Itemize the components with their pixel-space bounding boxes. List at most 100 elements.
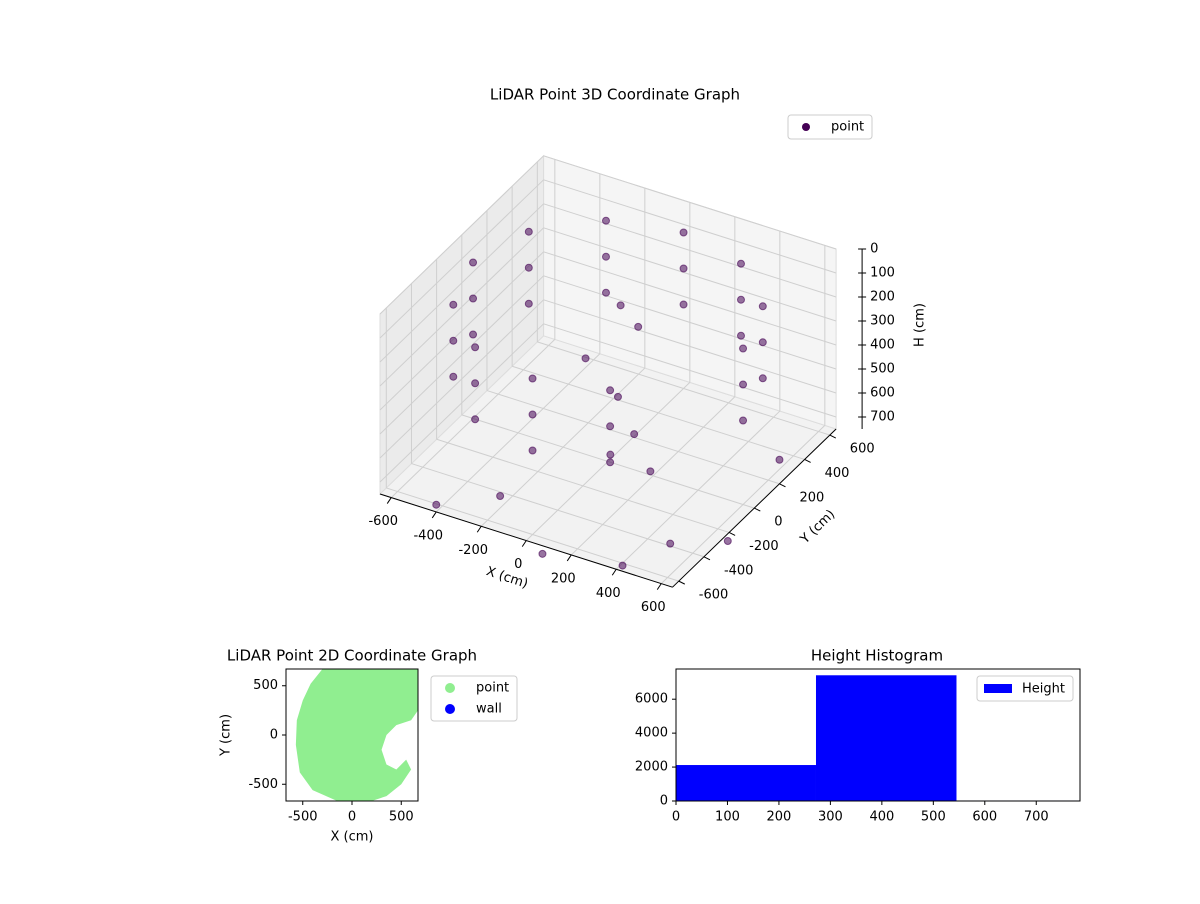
y-tick [779,483,786,488]
grid-line [543,299,837,394]
point [758,302,767,311]
point [758,374,767,383]
y-tick [829,434,837,439]
y-tick-label: 0 [660,794,668,809]
x-tick [656,583,662,590]
z-tick-label: 400 [870,338,895,353]
x-tick-label: -200 [458,543,488,558]
plot-area [295,669,418,801]
point [613,392,622,401]
grid-line [543,251,837,346]
point [471,415,480,424]
legend-label: point [476,681,509,696]
legend-label: Height [1022,682,1065,697]
x-tick-label: -500 [288,810,318,825]
point [471,343,480,352]
point [496,492,505,501]
grid-line [543,179,837,274]
y-tick [703,556,711,561]
point [679,264,688,273]
point [449,372,458,381]
legend-label: wall [476,702,502,717]
point [601,216,610,225]
grid-line [411,463,705,558]
point [606,458,615,467]
chart-title: Height Histogram [811,647,943,665]
chart-title: LiDAR Point 3D Coordinate Graph [490,86,740,104]
y-tick [678,580,686,585]
point [739,344,748,353]
z-tick-label: 500 [870,362,895,377]
z-tick-label: 0 [870,242,878,257]
axes-frame [675,668,1081,802]
x-tick-label: 200 [767,810,792,825]
x-tick [611,568,617,576]
point [736,331,745,340]
x-tick-label: 0 [672,810,680,825]
point [471,379,480,388]
chart-title: LiDAR Point 2D Coordinate Graph [227,647,477,665]
y-axis-label: Y (cm) [797,507,838,548]
grid-line [379,227,544,387]
x-tick-label: 400 [869,810,894,825]
point [634,322,643,331]
grid-line [379,251,544,411]
x-axis-line [379,493,673,588]
y-tick-label: 6000 [635,692,668,707]
point [606,422,615,431]
bar [676,765,816,801]
grid-line [379,299,544,459]
point [758,338,767,347]
x-tick [566,554,572,562]
point [469,294,478,303]
point [538,549,547,558]
grid-line [436,438,730,533]
grid-line [543,203,837,298]
point [606,386,615,395]
x-tick-label: 100 [715,810,740,825]
x-tick [521,540,527,547]
point [616,301,625,310]
legend-swatch [984,684,1012,693]
point [581,354,590,363]
x-tick-label: 0 [348,810,356,825]
point [666,539,675,548]
y-tick-label: -200 [749,539,779,554]
x-axis-label: X (cm) [484,564,530,592]
x-tick-label: 600 [972,810,997,825]
point [606,450,615,459]
point [601,288,610,297]
grid-line [379,323,544,483]
point [528,410,537,419]
z-tick-label: 300 [870,314,895,329]
plot-area [676,675,1080,801]
legend-box [787,114,873,140]
y-tick-label: 200 [799,490,824,505]
x-tick-label: -400 [413,528,443,543]
x-tick-label: 700 [1024,810,1049,825]
z-tick-label: 100 [870,266,895,281]
x-tick-label: 500 [921,810,946,825]
z-axis-label: H (cm) [913,303,928,347]
point [524,227,533,236]
point [775,455,784,464]
x-tick [431,511,437,519]
point [449,336,458,345]
y-tick-label: -600 [699,588,729,603]
point-region [295,669,418,801]
x-tick-label: 200 [551,571,576,586]
y-tick-label: 600 [850,442,875,457]
z-tick-label: 200 [870,290,895,305]
point [469,258,478,267]
x-tick [386,497,392,504]
point [601,252,610,261]
point [630,430,639,439]
point [646,467,655,476]
y-tick-label: 2000 [635,760,668,775]
x-tick-label: 0 [514,557,522,572]
point [524,299,533,308]
point [618,561,627,570]
grid-line [543,275,837,370]
point [679,300,688,309]
